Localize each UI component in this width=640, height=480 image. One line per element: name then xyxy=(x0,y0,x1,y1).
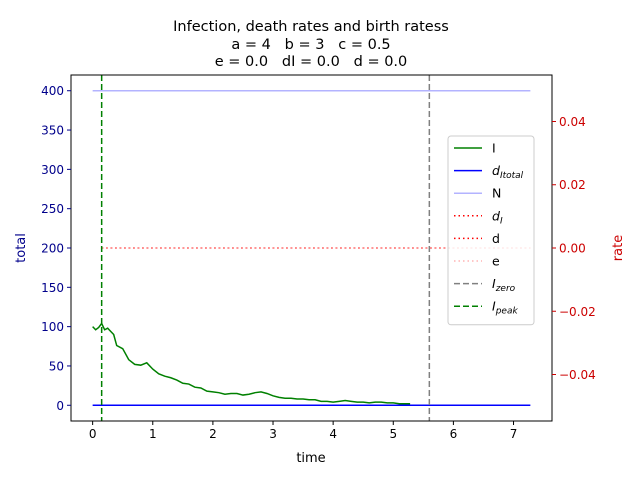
legend-label-subscript: I xyxy=(500,216,503,226)
legend-label: I xyxy=(492,141,496,156)
title-line-3: e = 0.0 dI = 0.0 d = 0.0 xyxy=(215,54,408,70)
right-y-axis-label: rate xyxy=(611,235,626,261)
x-tick-label: 6 xyxy=(450,427,458,441)
left-y-axis-label: total xyxy=(14,233,29,263)
x-axis-label: time xyxy=(296,451,325,466)
legend-label: dI xyxy=(492,208,503,226)
x-axis: 0 1 2 3 4 5 6 7 xyxy=(89,421,518,441)
left-y-tick-label: 250 xyxy=(41,202,64,216)
x-tick-label: 5 xyxy=(389,427,397,441)
legend-entry-dI: dI xyxy=(454,208,503,226)
left-y-tick-label: 150 xyxy=(41,281,64,295)
left-y-tick-label: 300 xyxy=(41,163,64,177)
legend-label-subscript: peak xyxy=(495,307,519,317)
title-line-2: a = 4 b = 3 c = 0.5 xyxy=(231,37,390,53)
legend-entry-I: I xyxy=(454,141,496,156)
right-y-tick-label: 0.04 xyxy=(559,115,586,129)
legend-label: e xyxy=(492,254,500,269)
right-y-tick-label: −0.04 xyxy=(559,368,596,382)
x-tick-label: 0 xyxy=(89,427,97,441)
series-I xyxy=(92,322,411,405)
legend-label-subscript: zero xyxy=(495,284,516,294)
x-tick-label: 7 xyxy=(510,427,518,441)
left-y-tick-label: 50 xyxy=(49,359,64,373)
left-y-tick-label: 100 xyxy=(41,320,64,334)
x-tick-label: 2 xyxy=(209,427,217,441)
left-y-axis: 0 50 100 150 200 250 300 350 400 xyxy=(41,84,71,413)
right-y-tick-label: 0.00 xyxy=(559,242,586,256)
legend-label: N xyxy=(492,186,501,201)
right-y-axis: −0.04 −0.02 0.00 0.02 0.04 xyxy=(552,115,596,382)
legend-box xyxy=(447,135,535,326)
legend-label-subscript: Itotal xyxy=(500,171,524,181)
legend-entry-N: N xyxy=(454,186,501,201)
left-y-tick-label: 400 xyxy=(41,84,64,98)
chart-title: Infection, death rates and birth ratess … xyxy=(173,19,449,70)
legend-entry-e: e xyxy=(454,254,500,269)
x-tick-label: 1 xyxy=(149,427,157,441)
x-tick-label: 4 xyxy=(329,427,337,441)
right-y-tick-label: 0.02 xyxy=(559,178,586,192)
right-y-tick-label: −0.02 xyxy=(559,305,596,319)
legend-entry-d: d xyxy=(454,231,500,246)
left-y-tick-label: 350 xyxy=(41,124,64,138)
left-y-tick-label: 0 xyxy=(56,399,64,413)
legend-label: d xyxy=(492,231,500,246)
title-line-1: Infection, death rates and birth ratess xyxy=(173,19,449,35)
x-tick-label: 3 xyxy=(269,427,277,441)
left-y-tick-label: 200 xyxy=(41,242,64,256)
